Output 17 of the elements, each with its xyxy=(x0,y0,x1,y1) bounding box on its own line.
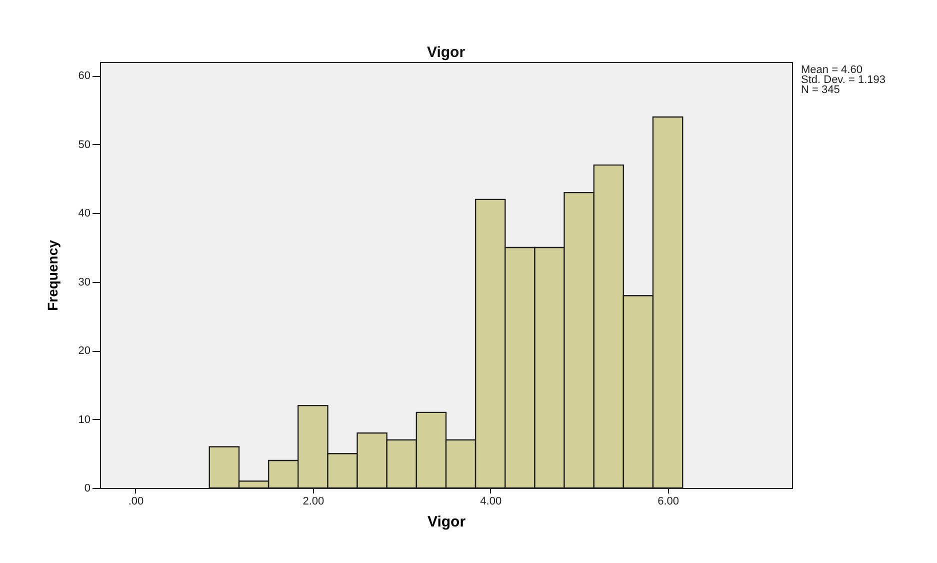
x-tick-label: 6.00 xyxy=(658,496,680,508)
y-axis-title: Frequency xyxy=(44,240,60,311)
text: Std. Dev. = 1.193 xyxy=(801,74,886,86)
y-tick-label: 10 xyxy=(78,414,90,426)
x-tick-label: 2.00 xyxy=(302,496,324,508)
chart-title: Vigor xyxy=(426,44,466,61)
y-tick-label: 0 xyxy=(84,482,90,494)
text: N = 345 xyxy=(801,84,840,96)
y-tick-label: 20 xyxy=(78,345,90,358)
text: Mean = 4.60 xyxy=(801,64,862,76)
x-tick-label: 4.00 xyxy=(480,496,502,508)
y-tick-label: 60 xyxy=(78,70,90,82)
y-tick-label: 50 xyxy=(78,138,90,151)
y-tick-label: 40 xyxy=(78,208,90,220)
x-tick-label: .00 xyxy=(128,496,144,508)
y-tick-label: 30 xyxy=(78,276,90,288)
x-axis-title: Vigor xyxy=(427,514,466,530)
